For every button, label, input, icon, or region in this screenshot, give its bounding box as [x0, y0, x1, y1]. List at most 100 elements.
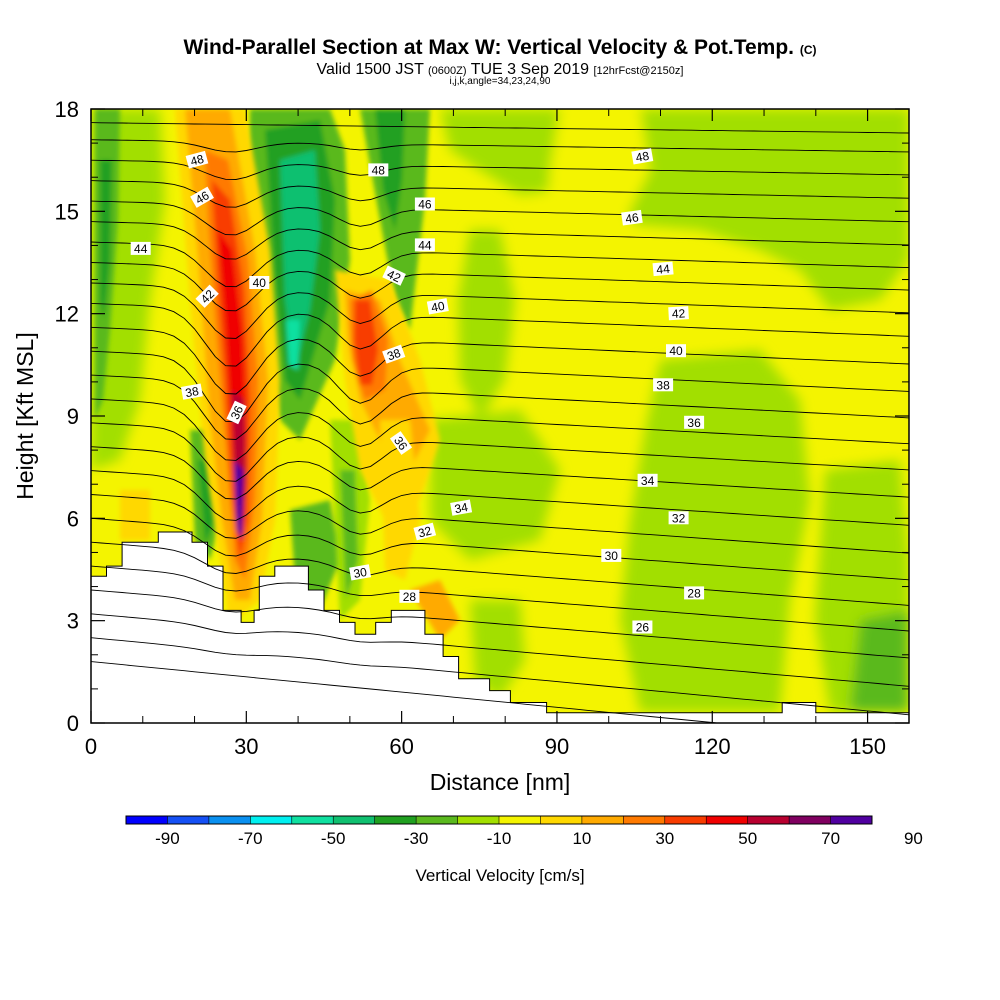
contour-label: 38 — [180, 383, 203, 400]
contour-label-text: 46 — [418, 198, 432, 212]
theta-contour-line — [91, 613, 909, 687]
colorbar-tick-label: -70 — [238, 829, 263, 848]
colorbar-swatch — [581, 816, 624, 824]
colorbar-tick-label: 90 — [904, 829, 923, 848]
colorbar-swatch — [747, 816, 790, 824]
contour-label-text: 40 — [430, 299, 446, 315]
x-tick-label: 0 — [85, 734, 97, 759]
contour-label-text: 30 — [605, 549, 619, 563]
valid-utc: (0600Z) — [428, 65, 467, 77]
x-tick-label: 120 — [694, 734, 731, 759]
contour-label: 42 — [382, 265, 406, 286]
x-tick-label: 60 — [389, 734, 413, 759]
y-tick-label: 9 — [67, 404, 79, 429]
contour-label: 40 — [666, 344, 686, 358]
updraft-core-a — [120, 109, 280, 625]
colorbar-swatch — [664, 816, 707, 824]
colorbar-swatch — [167, 816, 210, 824]
contour-label: 30 — [349, 564, 372, 581]
theta-contour-line — [91, 637, 909, 716]
contour-label-text: 46 — [624, 210, 639, 226]
contour-label: 38 — [653, 378, 674, 392]
title-copyright-mark: (C) — [799, 43, 817, 57]
contour-label: 36 — [226, 400, 247, 425]
x-tick-label: 90 — [545, 734, 569, 759]
contour-label-text: 28 — [403, 590, 417, 604]
colorbar-swatch — [208, 816, 251, 824]
colorbar-tick-label: 10 — [572, 829, 591, 848]
contour-label-text: 34 — [453, 500, 469, 516]
contour-label-text: 48 — [189, 152, 206, 169]
y-tick-label: 18 — [55, 97, 79, 122]
contour-label-text: 30 — [352, 565, 368, 581]
contour-label-text: 38 — [184, 384, 200, 400]
contour-label-text: 38 — [656, 378, 670, 392]
colorbar-swatch — [830, 816, 873, 824]
contour-label: 40 — [249, 276, 270, 290]
colorbar-swatch — [499, 816, 541, 824]
title-main: Wind-Parallel Section at Max W: Vertical… — [183, 36, 794, 59]
contour-label-text: 42 — [385, 267, 403, 285]
colorbar-swatch — [789, 816, 831, 824]
contour-label-text: 48 — [372, 163, 386, 177]
theta-contour-line — [91, 589, 909, 659]
theta-contour-line — [91, 200, 909, 236]
colorbar-swatch — [457, 816, 500, 824]
colorbar-swatch — [126, 816, 168, 824]
x-axis-label: Distance [nm] — [430, 769, 571, 795]
contour-label: 48 — [368, 163, 389, 177]
theta-contour-line — [91, 139, 909, 153]
contour-label: 34 — [450, 499, 473, 516]
contour-label: 48 — [631, 148, 654, 165]
theta-contour-line — [91, 494, 909, 554]
colorbar-swatch — [416, 816, 458, 824]
contour-label: 38 — [382, 344, 406, 364]
terrain — [91, 532, 909, 723]
theta-contour-line — [91, 282, 909, 339]
terrain-outline — [91, 531, 909, 714]
contour-label: 30 — [601, 548, 622, 563]
colorbar-swatch — [623, 816, 666, 824]
contour-label-text: 32 — [672, 511, 686, 525]
theta-contour-line — [91, 122, 909, 134]
contour-label: 46 — [414, 197, 435, 212]
theta-contour-line — [91, 565, 909, 632]
colorbar: -90 -70 -50 -30 -10 10 30 50 70 90 — [125, 815, 923, 848]
contour-label-text: 46 — [193, 188, 212, 207]
colorbar-swatch — [291, 816, 334, 824]
y-tick-label: 15 — [55, 199, 79, 224]
contour-label-text: 26 — [636, 621, 650, 635]
colorbar-tick-label: -90 — [155, 829, 180, 848]
contour-label: 44 — [130, 241, 151, 256]
contour-label: 36 — [389, 431, 413, 455]
grid-params: i,j,k,angle=34,23,24,90 — [449, 76, 551, 87]
valid-prefix: Valid 1500 JST — [316, 61, 424, 78]
valid-forecast: [12hrFcst@2150z] — [593, 65, 684, 77]
contour-label: 40 — [426, 298, 449, 315]
colorbar-tick-label: -30 — [404, 829, 429, 848]
valid-time-line: Valid 1500 JST (0600Z) TUE 3 Sep 2019 [1… — [0, 61, 1000, 79]
x-tick-label: 150 — [849, 734, 886, 759]
theta-contour-line — [91, 446, 909, 500]
theta-contour-line — [91, 422, 909, 482]
contour-label-text: 44 — [134, 242, 148, 256]
colorbar-tick-label: -50 — [321, 829, 346, 848]
contour-label: 26 — [632, 620, 653, 635]
colorbar-tick-label: 30 — [655, 829, 674, 848]
y-axis-label: Height [Kft MSL] — [12, 332, 38, 499]
contour-label: 28 — [399, 589, 420, 604]
contour-label: 48 — [185, 150, 209, 169]
light-green-regions — [91, 109, 909, 712]
contour-label: 42 — [668, 306, 689, 321]
velocity-field: 48 48 48 46 46 46 44 44 44 42 42 42 40 40 40 38 38 38 36 36… — [91, 109, 909, 723]
colorbar-tick-label: -10 — [487, 829, 512, 848]
contour-label-text: 42 — [672, 306, 686, 321]
contour-label: 44 — [652, 261, 674, 277]
contour-label: 44 — [414, 238, 435, 252]
contour-label: 46 — [621, 209, 643, 226]
theta-contour-line — [91, 661, 722, 723]
colorbar-swatch — [250, 816, 293, 824]
colorbar-tick-label: 70 — [821, 829, 840, 848]
